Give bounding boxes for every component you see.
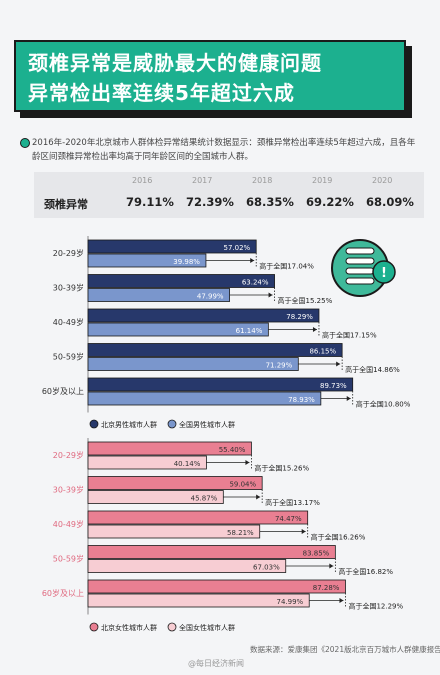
arrow-head-icon: [245, 460, 250, 465]
data-label-beijing: 63.24%: [242, 279, 269, 287]
bar-national: [87, 357, 299, 371]
category-label: 20-29岁: [53, 450, 84, 460]
vertebra-icon: [345, 247, 375, 255]
category-label: 40-49岁: [53, 317, 84, 327]
intro-text: 2016年-2020年北京城市人群体检异常结果统计数据显示：颈椎异常检出率连续5…: [20, 136, 422, 164]
arrow-head-icon: [329, 563, 334, 569]
category-label: 20-29岁: [53, 248, 84, 258]
vertebra-icon: [345, 277, 375, 285]
alert-exclamation: !: [381, 266, 387, 281]
data-label-national: 61.14%: [236, 327, 263, 335]
arrow-head-icon: [339, 598, 344, 603]
table-row-label: 颈椎异常: [44, 198, 88, 211]
category-label: 60岁及以上: [42, 386, 84, 396]
bar-beijing: [87, 476, 263, 490]
arrow-head-icon: [336, 361, 341, 367]
bar-beijing: [87, 545, 336, 559]
title-line-1: 颈椎异常是威胁最大的健康问题: [28, 51, 322, 75]
data-label-beijing: 59.04%: [229, 481, 256, 489]
difference-annotation: 高于全国15.26%: [254, 464, 309, 473]
bar-beijing: [87, 510, 309, 525]
arrow-head-icon: [256, 494, 261, 500]
vertebra-icon: [345, 267, 375, 275]
bar-beijing: [87, 377, 354, 392]
data-label-national: 78.93%: [288, 396, 315, 404]
intro-paragraph: 2016年-2020年北京城市人群体检异常结果统计数据显示：颈椎异常检出率连续5…: [32, 138, 416, 162]
difference-annotation: 高于全国16.82%: [338, 567, 393, 576]
data-label-national: 58.21%: [227, 529, 254, 537]
source-note: 数据来源：爱康集团《2021版北京百万城市人群健康报告》: [250, 645, 440, 654]
year-value: 69.22%: [306, 195, 354, 209]
bar-beijing: [87, 441, 252, 456]
year-header: 2017: [192, 176, 213, 185]
data-label-beijing: 86.15%: [309, 348, 336, 356]
year-value: 68.35%: [246, 195, 294, 209]
difference-annotation: 高于全国12.29%: [348, 602, 403, 611]
data-label-national: 40.14%: [174, 460, 201, 468]
year-header: 2019: [312, 176, 333, 185]
arrow-head-icon: [346, 396, 351, 401]
vertebra-icon: [345, 257, 375, 265]
legend-label-beijing: 北京男性城市人群: [101, 420, 157, 429]
data-label-national: 45.87%: [191, 495, 218, 503]
year-value: 79.11%: [126, 195, 174, 209]
data-label-beijing: 74.47%: [275, 515, 302, 523]
year-value: 68.09%: [366, 195, 414, 209]
alert-icon: [372, 260, 396, 284]
difference-annotation: 高于全国15.25%: [278, 296, 333, 305]
difference-annotation: 高于全国13.17%: [265, 498, 320, 507]
bar-beijing: [87, 579, 346, 594]
data-label-national: 74.99%: [277, 598, 304, 606]
difference-annotation: 高于全国10.80%: [356, 400, 411, 409]
data-label-national: 39.98%: [173, 258, 200, 266]
arrow-head-icon: [268, 292, 273, 298]
title-line-2: 异常检出率连续5年超过六成: [28, 81, 295, 105]
bar-national: [87, 391, 322, 406]
year-header: 2016: [132, 176, 153, 185]
category-label: 50-59岁: [53, 554, 84, 564]
data-label-beijing: 78.29%: [286, 313, 313, 321]
data-label-beijing: 55.40%: [219, 446, 246, 454]
data-label-beijing: 57.02%: [224, 244, 251, 252]
yearly-rate-table: 颈椎异常 2016 2017 2018 2019 2020 79.11% 72.…: [34, 172, 424, 218]
legend-swatch-beijing: [89, 419, 99, 429]
legend-label-beijing: 北京女性城市人群: [101, 623, 157, 632]
legend-swatch-national: [167, 622, 177, 632]
year-value: 72.39%: [186, 195, 234, 209]
arrow-head-icon: [301, 529, 306, 534]
legend-label-national: 全国女性城市人群: [179, 623, 235, 632]
data-label-national: 47.99%: [197, 293, 224, 301]
legend-swatch-beijing: [89, 622, 99, 632]
data-label-beijing: 87.28%: [313, 584, 340, 592]
bar-national: [87, 524, 261, 539]
difference-annotation: 高于全国16.26%: [311, 533, 366, 542]
bar-beijing: [87, 274, 275, 288]
difference-annotation: 高于全国17.15%: [322, 331, 377, 340]
bar-beijing: [87, 239, 257, 254]
data-label-national: 71.29%: [266, 362, 293, 370]
bullet-dot-icon: [20, 138, 30, 148]
data-label-beijing: 89.73%: [320, 382, 347, 390]
year-header: 2018: [252, 176, 273, 185]
arrow-head-icon: [312, 327, 317, 332]
legend-label-national: 全国男性城市人群: [179, 420, 235, 429]
year-header: 2020: [372, 176, 393, 185]
category-label: 40-49岁: [53, 519, 84, 529]
category-label: 50-59岁: [53, 352, 84, 362]
bar-beijing: [87, 343, 343, 357]
difference-annotation: 高于全国14.86%: [345, 365, 400, 374]
category-label: 30-39岁: [53, 485, 84, 495]
difference-annotation: 高于全国17.04%: [259, 262, 314, 271]
title-banner: 颈椎异常是威胁最大的健康问题 异常检出率连续5年超过六成: [14, 40, 406, 112]
data-label-beijing: 83.85%: [303, 550, 330, 558]
watermark: @每日经济新闻: [188, 659, 244, 668]
bar-beijing: [87, 308, 320, 323]
arrow-head-icon: [250, 258, 255, 263]
data-label-national: 67.03%: [253, 564, 280, 572]
legend-swatch-national: [167, 419, 177, 429]
category-label: 30-39岁: [53, 283, 84, 293]
category-label: 60岁及以上: [42, 588, 84, 598]
